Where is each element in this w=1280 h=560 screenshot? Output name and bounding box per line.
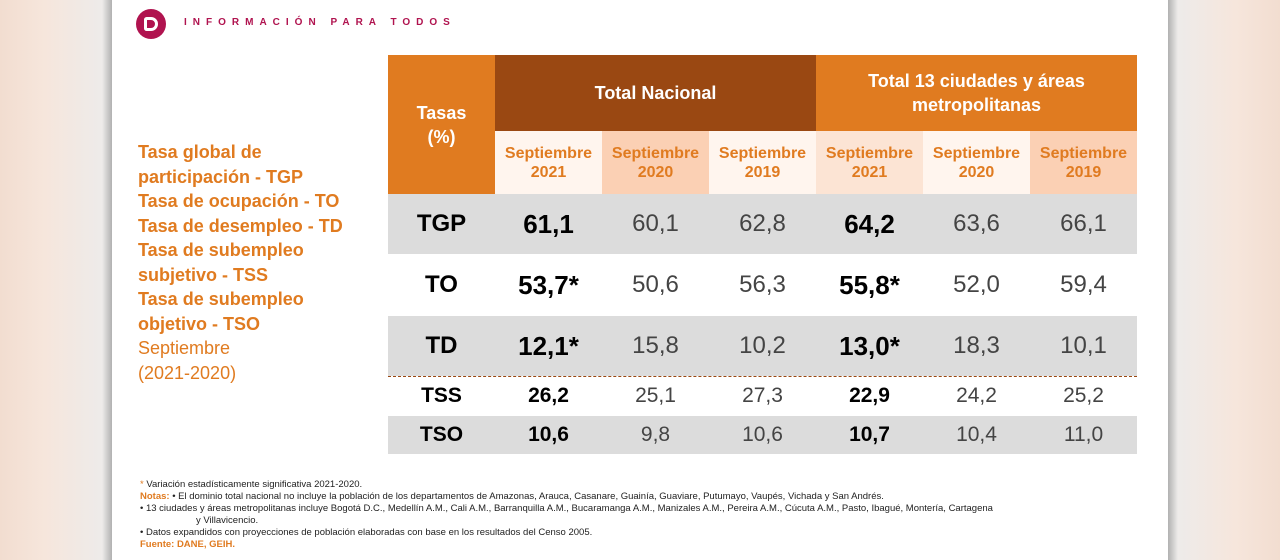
slide: INFORMACIÓN PARA TODOS Tasa global de pa…	[112, 0, 1168, 560]
subheader-cell: Septiembre 2021	[495, 131, 602, 194]
legend-period-years: (2021-2020)	[138, 362, 237, 383]
note-source: Fuente: DANE, GEIH.	[140, 539, 236, 550]
legend-line: objetivo - TSO	[138, 313, 261, 334]
note-1: Notas: • El dominio total nacional no in…	[140, 491, 884, 502]
blurred-right-band	[1168, 0, 1280, 560]
subheader-cell: Septiembre 2021	[816, 131, 923, 194]
legend-line: Tasa de desempleo - TD	[138, 215, 343, 236]
legend-line: Tasa global de	[138, 142, 262, 162]
dane-logo-icon	[136, 9, 166, 39]
subheader-cell: Septiembre 2020	[923, 131, 1030, 194]
header-13-line2: metropolitanas	[911, 95, 1042, 115]
legend-period: Septiembre	[138, 338, 231, 358]
table-row: TO 53,7* 50,6 56,3 55,8* 52,0 59,4	[425, 269, 1107, 300]
table-row: TSO 10,6 9,8 10,6 10,7 10,4 11,0	[388, 416, 1137, 454]
legend-line: Tasa de subempleo	[138, 240, 304, 260]
legend-line: Tasa de subempleo	[138, 289, 304, 309]
tagline: INFORMACIÓN PARA TODOS	[184, 17, 456, 28]
blurred-left-band	[0, 0, 112, 560]
table-row: TD 12,1* 15,8 10,2 13,0* 18,3 10,1	[388, 316, 1137, 376]
subheader-row: Septiembre 2021 Septiembre 2020 Septiembre…	[495, 131, 1137, 194]
header-13-line1: Total 13 ciudades y áreas	[868, 71, 1085, 91]
subheader-cell: Septiembre 2019	[709, 131, 816, 194]
header-tasas: Tasas (%)	[388, 55, 495, 194]
table-body: TGP 61,1 60,1 62,8 64,2 63,6 66,1 TO 53,…	[388, 194, 1137, 454]
table-row: TGP 61,1 60,1 62,8 64,2 63,6 66,1	[388, 194, 1137, 254]
table-row: TSS 26,2 25,1 27,3 22,9 24,2 25,2	[388, 376, 1137, 414]
note-2-cont: y Villavicencio.	[196, 515, 259, 526]
header-total-nacional: Total Nacional	[495, 55, 816, 131]
note-variation: * Variación estadísticamente significati…	[140, 479, 363, 490]
note-3: • Datos expandidos con proyecciones de p…	[140, 527, 593, 538]
legend-line: Tasa de ocupación - TO	[138, 191, 340, 211]
footnotes: * Variación estadísticamente significati…	[140, 479, 1140, 551]
legend-line: participación - TGP	[138, 166, 304, 187]
legend: Tasa global de participación - TGP Tasa …	[138, 140, 388, 385]
note-2: • 13 ciudades y áreas metropolitanas inc…	[140, 503, 993, 514]
header-tasas-unit: (%)	[427, 126, 456, 147]
subheader-cell: Septiembre 2020	[602, 131, 709, 194]
subheader-cell: Septiembre 2019	[1030, 131, 1137, 194]
header-tasas-label: Tasas	[416, 102, 467, 123]
legend-line: subjetivo - TSS	[138, 264, 269, 285]
header-total-13-ciudades: Total 13 ciudades y áreas metropolitanas	[816, 55, 1137, 131]
